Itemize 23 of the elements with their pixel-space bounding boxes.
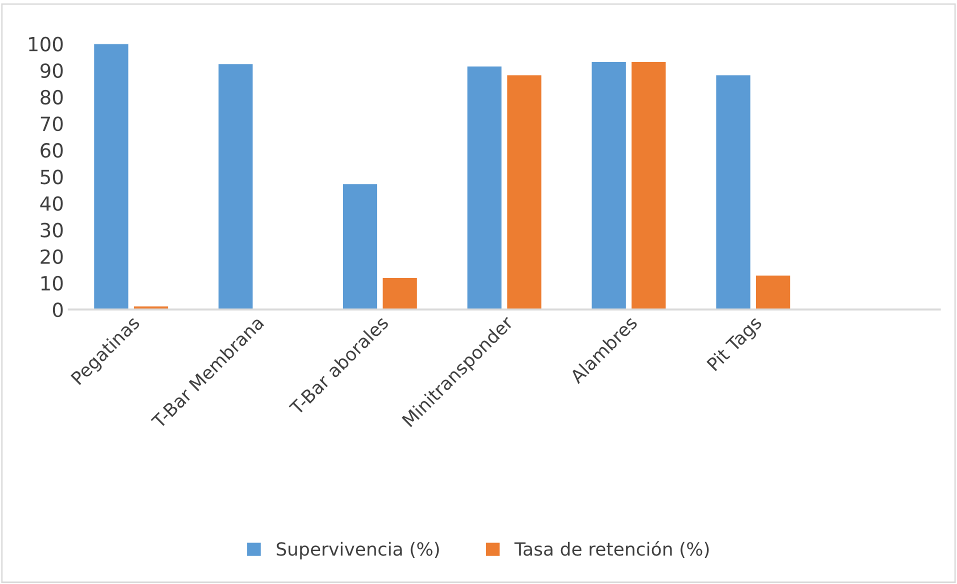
y-tick-label: 0 [52, 302, 63, 318]
bar [382, 277, 418, 310]
y-tick-label: 10 [41, 276, 63, 291]
y-tick-label: 60 [40, 143, 63, 158]
bar [630, 61, 666, 310]
legend-label: Supervivencia (%) [276, 542, 439, 560]
bar [506, 74, 542, 310]
bar [342, 183, 378, 310]
y-tick-label: 20 [40, 249, 63, 264]
bar [755, 274, 791, 310]
y-tick-label: 50 [40, 170, 63, 184]
bar [591, 61, 627, 310]
y-tick-label: 90 [40, 63, 63, 78]
y-tick-label: 40 [40, 196, 63, 211]
bar [218, 63, 254, 310]
legend-label: Tasa de retención (%) [514, 541, 709, 558]
y-tick-label: 100 [29, 36, 63, 52]
y-tick-label: 30 [40, 222, 63, 238]
y-tick-label: 70 [40, 116, 63, 132]
bar [715, 74, 752, 310]
bar [466, 66, 502, 310]
bar [93, 44, 129, 310]
y-tick-label: 80 [40, 90, 63, 105]
